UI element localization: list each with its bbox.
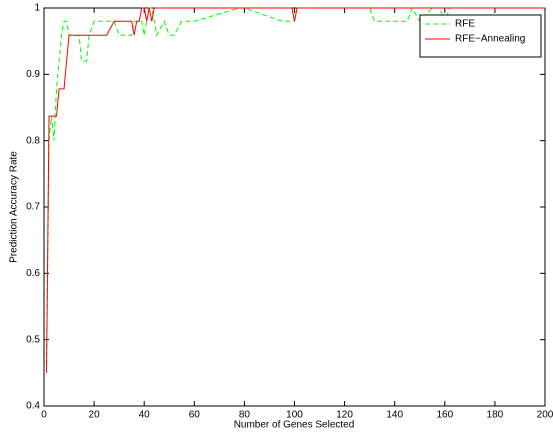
y-tick-label: 0.5 [26,334,40,345]
y-axis-label: Prediction Accuracy Rate [9,151,20,263]
y-tick-label: 0.8 [26,135,40,146]
x-tick-label: 0 [41,410,47,421]
y-tick-label: 0.9 [26,69,40,80]
plot-area [43,7,546,407]
series-line [46,7,545,373]
x-tick-label: 120 [336,410,353,421]
x-tick-label: 40 [139,410,151,421]
y-tick-label: 0.6 [26,268,40,279]
x-tick-label: 80 [239,410,251,421]
x-tick-label: 180 [487,410,504,421]
y-tick-label: 0.4 [26,401,40,412]
x-tick-label: 100 [286,410,303,421]
legend-box [419,14,542,58]
x-tick-label: 140 [386,410,403,421]
x-tick-label: 200 [537,410,553,421]
x-axis-label: Number of Genes Selected [234,420,355,431]
y-tick-label: 0.7 [26,202,40,213]
x-tick-label: 160 [436,410,453,421]
legend-label: RFE [455,19,475,30]
x-tick-label: 20 [89,410,101,421]
legend-label: RFE−Annealing [455,34,525,45]
x-tick-label: 60 [189,410,201,421]
y-tick-label: 1 [34,3,40,14]
